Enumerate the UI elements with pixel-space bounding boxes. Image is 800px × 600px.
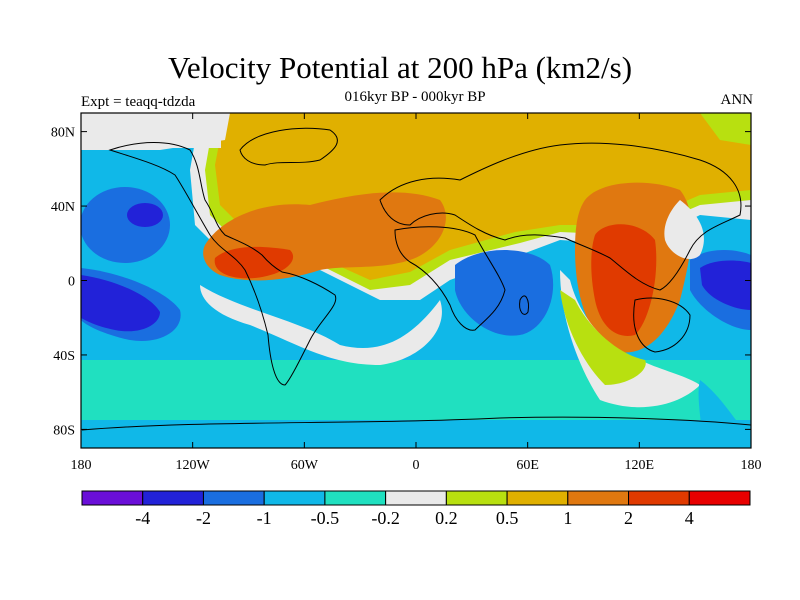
- colorbar-swatch: [567, 490, 630, 506]
- colorbar-label: -1: [257, 508, 272, 528]
- lon-tick-label: 180: [741, 458, 762, 473]
- contour-fill: [81, 113, 751, 448]
- lat-tick-label: 80N: [51, 126, 75, 141]
- colorbar-swatch: [385, 490, 447, 506]
- lon-tick-label: 60W: [291, 458, 319, 473]
- chart-title: Velocity Potential at 200 hPa (km2/s): [167, 50, 633, 85]
- colorbar-swatch: [445, 490, 508, 506]
- colorbar-swatch: [202, 490, 265, 506]
- coastlines: [81, 127, 751, 431]
- colorbar-label: 1: [563, 508, 572, 528]
- latitude-axis: 80N 40N 0 40S 80S: [51, 126, 751, 438]
- colorbar-swatch: [506, 490, 569, 506]
- colorbar-label: 0.2: [435, 508, 458, 528]
- colorbar-label: 2: [624, 508, 633, 528]
- lat-tick-label: 0: [68, 275, 75, 290]
- colorbar-label: -0.2: [371, 508, 400, 528]
- lon-tick-label: 180: [71, 458, 92, 473]
- colorbar-swatch: [628, 490, 690, 506]
- lon-tick-label: 60E: [516, 458, 539, 473]
- colorbar-label: 0.5: [496, 508, 519, 528]
- lat-tick-label: 80S: [53, 423, 75, 438]
- colorbar-swatch: [688, 490, 751, 506]
- chart-subtitle: 016kyr BP - 000kyr BP: [344, 89, 486, 105]
- lat-tick-label: 40S: [53, 349, 75, 364]
- lon-tick-label: 120E: [625, 458, 655, 473]
- colorbar-label: -2: [196, 508, 211, 528]
- colorbar: -4 -2 -1 -0.5 -0.2 0.2 0.5 1 2 4: [81, 490, 751, 528]
- colorbar-label: -0.5: [311, 508, 340, 528]
- colorbar-swatch: [263, 490, 326, 506]
- colorbar-swatch: [81, 490, 144, 506]
- colorbar-swatch: [142, 490, 204, 506]
- colorbar-swatch: [324, 490, 387, 506]
- lon-tick-label: 120W: [176, 458, 211, 473]
- longitude-axis: 180 120W 60W 0 60E 120E 180: [71, 113, 762, 473]
- colorbar-label: 4: [685, 508, 694, 528]
- lat-tick-label: 40N: [51, 200, 75, 215]
- colorbar-label: -4: [135, 508, 150, 528]
- experiment-label: Expt = teaqq-tdzda: [81, 94, 196, 110]
- lon-tick-label: 0: [413, 458, 420, 473]
- season-label: ANN: [720, 92, 754, 108]
